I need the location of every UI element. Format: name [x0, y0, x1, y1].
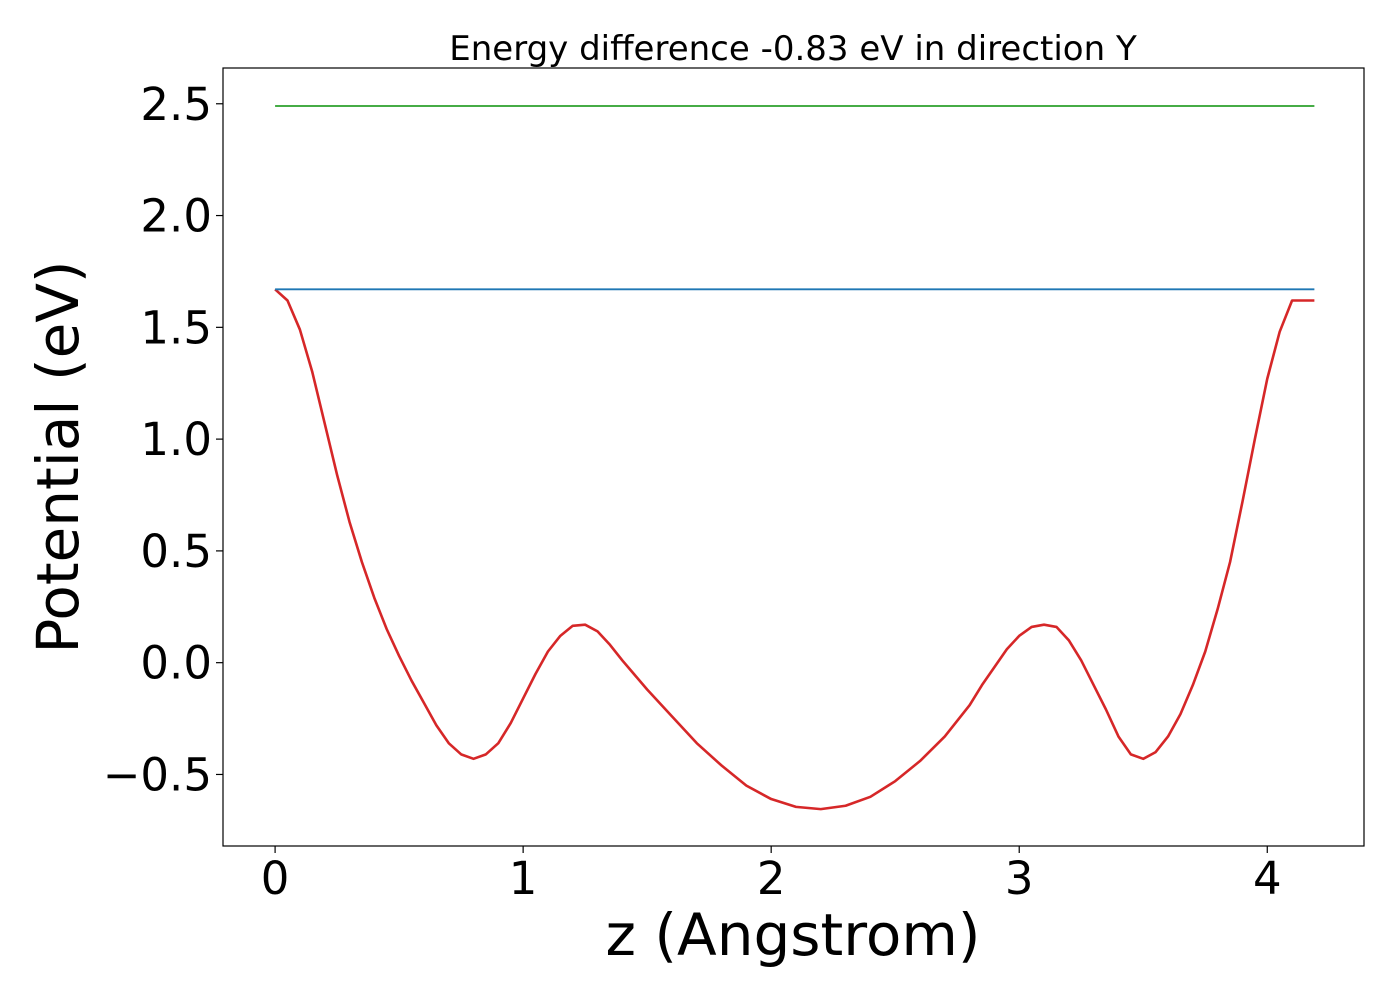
- y-tick-label: 2.0: [140, 190, 212, 243]
- y-tick-label: 1.5: [140, 301, 212, 354]
- chart-title: Energy difference -0.83 eV in direction …: [449, 29, 1137, 69]
- x-tick-label: 0: [261, 852, 290, 905]
- x-tick-label: 4: [1253, 852, 1282, 905]
- axes-frame: [222, 67, 1365, 847]
- y-tick-label: 0.0: [140, 637, 212, 690]
- y-tick-label: 0.5: [140, 525, 212, 578]
- x-tick-label: 2: [757, 852, 786, 905]
- y-axis-label: Potential (eV): [24, 260, 92, 653]
- plot-layer: [274, 105, 1315, 811]
- series-line-0: [274, 288, 1315, 811]
- x-ticks: 0 1 2 3 4: [261, 846, 1282, 905]
- x-axis-label: z (Angstrom): [606, 901, 981, 969]
- y-ticks: −0.5 0.0 0.5 1.0 1.5 2.0 2.5: [103, 78, 223, 801]
- x-tick-label: 3: [1005, 852, 1034, 905]
- x-tick-label: 1: [509, 852, 538, 905]
- y-tick-label: −0.5: [103, 748, 212, 801]
- y-tick-label: 2.5: [140, 78, 212, 131]
- y-tick-label: 1.0: [140, 413, 212, 466]
